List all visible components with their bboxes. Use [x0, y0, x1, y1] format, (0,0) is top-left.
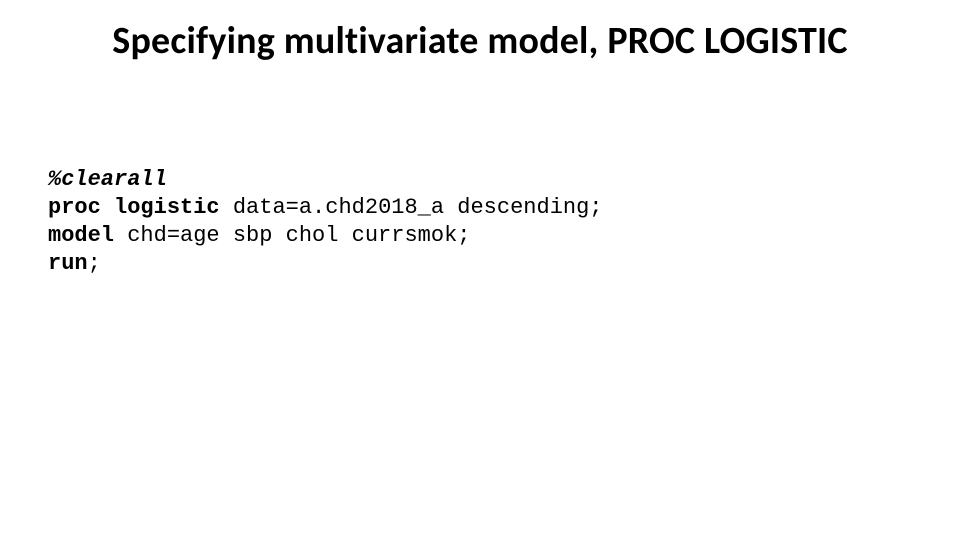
slide-title: Specifying multivariate model, PROC LOGI… — [0, 18, 960, 64]
code-macro-line: %clearall — [48, 167, 167, 192]
code-text: ; — [88, 251, 101, 276]
code-text: data=a.chd2018_a descending; — [220, 195, 603, 220]
code-keyword-proc: proc logistic — [48, 195, 220, 220]
slide: Specifying multivariate model, PROC LOGI… — [0, 0, 960, 540]
code-keyword-run: run — [48, 251, 88, 276]
code-keyword-model: model — [48, 223, 114, 248]
code-block: %clearall proc logistic data=a.chd2018_a… — [48, 166, 603, 279]
code-text: chd=age sbp chol currsmok; — [114, 223, 470, 248]
